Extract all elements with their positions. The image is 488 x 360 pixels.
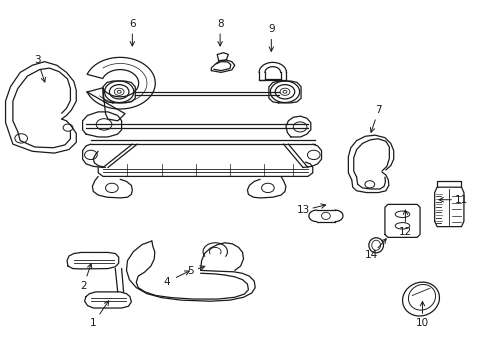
Text: 11: 11 xyxy=(454,195,467,205)
Text: 3: 3 xyxy=(34,55,41,65)
Text: 13: 13 xyxy=(296,206,309,216)
Text: 7: 7 xyxy=(374,105,381,115)
Text: 4: 4 xyxy=(163,277,169,287)
Text: 14: 14 xyxy=(364,250,377,260)
Text: 6: 6 xyxy=(129,19,135,29)
Text: 1: 1 xyxy=(90,319,97,328)
Text: 9: 9 xyxy=(267,24,274,35)
Text: 10: 10 xyxy=(415,319,428,328)
Text: 8: 8 xyxy=(216,19,223,29)
Text: 12: 12 xyxy=(398,227,411,237)
Text: 2: 2 xyxy=(80,281,87,291)
Text: 5: 5 xyxy=(187,266,194,276)
